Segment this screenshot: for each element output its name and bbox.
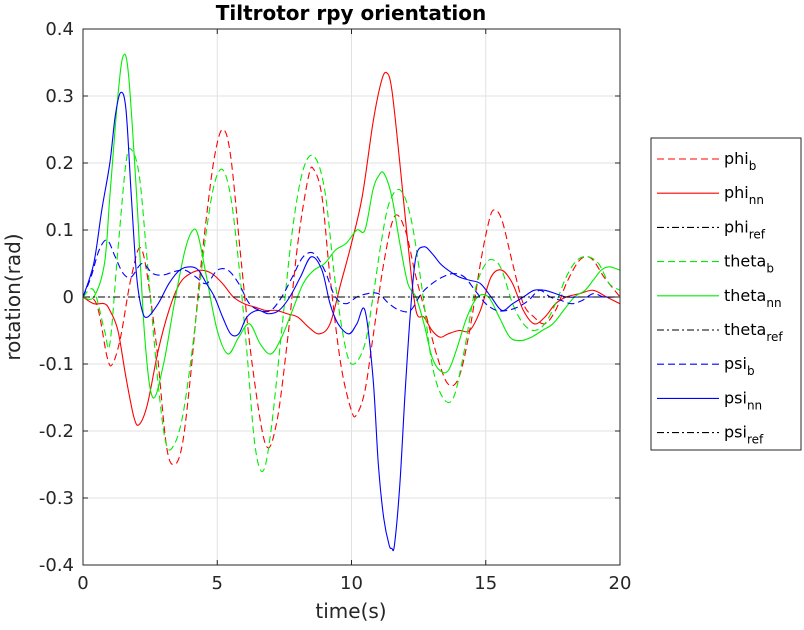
legend-label-sub: nn <box>749 193 764 207</box>
y-tick-label: -0.4 <box>39 555 74 576</box>
legend-label-sub: b <box>766 262 774 276</box>
legend-label-main: theta <box>724 320 766 339</box>
legend-label-main: theta <box>724 286 766 305</box>
legend-label-main: theta <box>724 252 766 271</box>
legend-label-main: psi <box>724 423 747 442</box>
legend-label-sub: ref <box>749 227 766 241</box>
y-axis-label: rotation(rad) <box>1 233 25 360</box>
legend-label-sub: b <box>749 159 757 173</box>
x-tick-label: 5 <box>212 573 223 594</box>
chart-title: Tiltrotor rpy orientation <box>216 1 487 25</box>
y-tick-label: -0.1 <box>39 354 74 375</box>
y-tick-label: 0.2 <box>45 153 74 174</box>
legend-label-sub: b <box>747 364 755 378</box>
x-axis-label: time(s) <box>315 599 386 623</box>
y-tick-label: -0.2 <box>39 421 74 442</box>
x-tick-label: 10 <box>340 573 363 594</box>
y-tick-label: -0.3 <box>39 488 74 509</box>
x-tick-label: 0 <box>77 573 88 594</box>
legend-label-sub: ref <box>766 330 783 344</box>
legend-label-main: phi <box>724 149 749 168</box>
legend-label-sub: nn <box>747 398 762 412</box>
legend-label-main: phi <box>724 217 749 236</box>
y-tick-label: 0.4 <box>45 19 74 40</box>
y-tick-label: 0 <box>63 287 74 308</box>
legend-label-main: psi <box>724 388 747 407</box>
legend-label-main: phi <box>724 183 749 202</box>
y-tick-label: 0.3 <box>45 86 74 107</box>
legend-label-sub: ref <box>747 433 764 447</box>
y-tick-label: 0.1 <box>45 220 74 241</box>
legend-label-main: psi <box>724 354 747 373</box>
legend: phibphinnphirefthetabthetannthetarefpsib… <box>651 138 801 450</box>
x-tick-label: 20 <box>609 573 632 594</box>
legend-label-sub: nn <box>766 296 781 310</box>
x-tick-label: 15 <box>474 573 497 594</box>
